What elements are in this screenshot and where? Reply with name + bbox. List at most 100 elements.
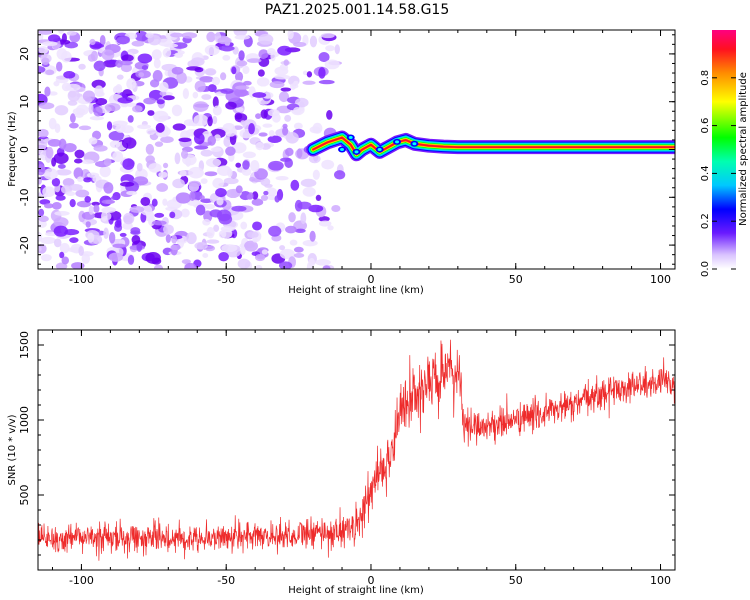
spectrogram-noise-blob — [234, 112, 243, 120]
spectrogram-noise-blob — [318, 67, 326, 79]
spectrogram-trace-spot-core — [340, 148, 345, 151]
spectrogram-noise-blob — [220, 72, 227, 81]
spectrogram-noise-blob — [55, 169, 72, 176]
spectrogram-x-tick-label: -100 — [69, 273, 94, 286]
spectrogram-noise-blob — [180, 208, 190, 218]
colorbar-ticks: 0.0 0.2 0.4 0.6 0.8 — [700, 70, 736, 277]
spectrogram-y-label: Frequency (Hz) — [7, 111, 18, 187]
spectrogram-noise-blob — [201, 94, 212, 100]
spectrogram-noise-blob — [61, 256, 69, 265]
spectrogram-noise-blob — [143, 97, 156, 105]
spectrogram-noise-blob — [63, 142, 77, 153]
spectrogram-noise-blob — [78, 63, 86, 70]
spectrogram-noise-blob — [186, 232, 197, 245]
spectrogram-noise-blob — [103, 227, 109, 240]
spectrogram-noise-blob — [152, 69, 163, 82]
spectrogram-noise-blob — [293, 252, 305, 258]
spectrogram-noise-blob — [218, 213, 233, 225]
spectrogram-noise-blob — [91, 201, 101, 206]
spectrogram-noise-blob — [206, 239, 220, 244]
colorbar-label: Normalized spectral amplitude — [738, 72, 749, 226]
spectrogram-noise-blob — [258, 132, 268, 137]
spectrogram-noise-blob — [95, 98, 108, 106]
snr-x-tick-label: 0 — [367, 574, 374, 587]
spectrogram-noise-blob — [121, 137, 137, 149]
snr-y-tick-label: 1500 — [18, 331, 31, 359]
spectrogram-noise-blob — [147, 34, 162, 46]
spectrogram-noise-blob — [271, 113, 281, 123]
spectrogram-noise-blob — [151, 49, 162, 60]
spectrogram-noise-blob — [223, 177, 239, 185]
spectrogram-noise-blob — [260, 194, 269, 201]
spectrogram-noise-blob — [283, 59, 289, 66]
spectrogram-noise-blob — [40, 236, 57, 245]
spectrogram-noise-blob — [231, 66, 237, 75]
spectrogram-trace-spot-core — [354, 150, 359, 154]
spectrogram-noise-blob — [234, 71, 244, 82]
spectrogram-noise-blob — [159, 81, 169, 93]
spectrogram-noise-blob — [145, 143, 155, 155]
spectrogram-trace-spot-core — [395, 140, 400, 144]
spectrogram-noise-blob — [51, 177, 61, 187]
spectrogram-noise-blob — [194, 145, 209, 150]
spectrogram-noise-blob — [204, 171, 218, 177]
spectrogram-noise-blob — [48, 117, 57, 130]
spectrogram-noise-blob — [204, 203, 216, 210]
spectrogram-noise-blob — [202, 252, 209, 258]
spectrogram-noise-blob — [157, 38, 172, 47]
spectrogram-noise-blob — [218, 252, 229, 262]
spectrogram-noise-blob — [223, 136, 231, 148]
snr-x-tick-label: -100 — [69, 574, 94, 587]
spectrogram-noise-blob — [309, 230, 316, 242]
colorbar-tick-label: 0.4 — [700, 165, 711, 181]
spectrogram-noise-blob — [47, 34, 61, 43]
spectrogram-noise-blob — [44, 86, 51, 97]
spectrogram-noise-blob — [108, 252, 124, 262]
spectrogram-noise-blob — [318, 79, 335, 85]
snr-y-tick-label: 500 — [18, 485, 31, 506]
spectrogram-noise-blob — [169, 211, 176, 219]
spectrogram-noise-blob — [51, 157, 57, 167]
spectrogram-noise-blob — [325, 45, 335, 52]
spectrogram-noise-blob — [205, 158, 222, 168]
spectrogram-noise-blob — [238, 50, 245, 61]
spectrogram-noise-blob — [285, 131, 299, 144]
spectrogram-noise-blob — [54, 105, 69, 116]
spectrogram-noise-blob — [40, 254, 52, 262]
spectrogram-noise-blob — [256, 77, 270, 87]
spectrogram-noise-blob — [172, 123, 186, 131]
spectrogram-noise-blob — [262, 123, 273, 128]
colorbar-gradient — [712, 30, 736, 269]
spectrogram-noise-blob — [252, 237, 258, 243]
spectrogram-noise-blob — [306, 261, 313, 269]
spectrogram-noise-blob — [251, 198, 264, 206]
spectrogram-noise-blob — [241, 167, 252, 176]
spectrogram-noise-blob — [186, 66, 202, 71]
spectrogram-noise-blob — [83, 177, 92, 183]
spectrogram-noise-blob — [137, 124, 152, 130]
spectrogram-noise-blob — [280, 87, 292, 92]
spectrogram-noise-blob — [255, 141, 264, 151]
spectrogram-noise-blob — [274, 66, 289, 76]
spectrogram-noise-blob — [204, 68, 217, 76]
spectrogram-noise-blob — [176, 71, 187, 84]
spectrogram-noise-blob — [235, 85, 250, 90]
spectrogram-noise-blob — [278, 91, 290, 103]
spectrogram-noise-blob — [125, 102, 137, 107]
spectrogram-noise-blob — [93, 145, 108, 152]
spectrogram-noise-blob — [38, 246, 42, 252]
spectrogram-noise-blob — [293, 122, 303, 130]
spectrogram-noise-blob — [255, 113, 262, 120]
spectrogram-noise-blob — [152, 220, 167, 226]
spectrogram-noise-blob — [92, 234, 103, 245]
spectrogram-noise-blob — [254, 254, 266, 262]
spectrogram-noise-blob — [120, 181, 135, 187]
spectrogram-noise-blob — [334, 44, 340, 55]
spectrogram-noise-blob — [192, 91, 199, 99]
spectrogram-noise-blob — [289, 239, 298, 246]
spectrogram-noise-blob — [202, 218, 211, 226]
spectrogram-noise-blob — [117, 97, 133, 104]
spectrogram-noise-blob — [212, 177, 224, 189]
spectrogram-noise-blob — [267, 135, 282, 143]
